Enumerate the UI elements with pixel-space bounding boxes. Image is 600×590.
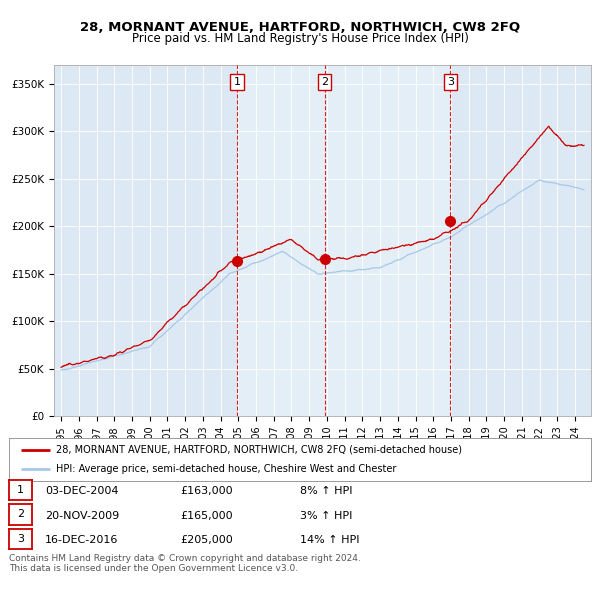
Text: 03-DEC-2004: 03-DEC-2004 bbox=[45, 486, 119, 496]
Text: 20-NOV-2009: 20-NOV-2009 bbox=[45, 511, 119, 520]
Text: Price paid vs. HM Land Registry's House Price Index (HPI): Price paid vs. HM Land Registry's House … bbox=[131, 32, 469, 45]
Text: £163,000: £163,000 bbox=[180, 486, 233, 496]
Text: £205,000: £205,000 bbox=[180, 536, 233, 545]
Text: Contains HM Land Registry data © Crown copyright and database right 2024.: Contains HM Land Registry data © Crown c… bbox=[9, 554, 361, 563]
Text: This data is licensed under the Open Government Licence v3.0.: This data is licensed under the Open Gov… bbox=[9, 565, 298, 573]
Text: 3: 3 bbox=[17, 535, 24, 544]
Text: 8% ↑ HPI: 8% ↑ HPI bbox=[300, 486, 353, 496]
Text: 16-DEC-2016: 16-DEC-2016 bbox=[45, 536, 118, 545]
Text: 1: 1 bbox=[17, 485, 24, 494]
Text: HPI: Average price, semi-detached house, Cheshire West and Chester: HPI: Average price, semi-detached house,… bbox=[56, 464, 396, 474]
Bar bbox=[237, 65, 325, 416]
Text: 1: 1 bbox=[233, 77, 241, 87]
Text: 14% ↑ HPI: 14% ↑ HPI bbox=[300, 536, 359, 545]
Text: 2: 2 bbox=[321, 77, 328, 87]
Text: 3: 3 bbox=[447, 77, 454, 87]
Text: 3% ↑ HPI: 3% ↑ HPI bbox=[300, 511, 352, 520]
Text: 28, MORNANT AVENUE, HARTFORD, NORTHWICH, CW8 2FQ (semi-detached house): 28, MORNANT AVENUE, HARTFORD, NORTHWICH,… bbox=[56, 445, 461, 455]
Text: 28, MORNANT AVENUE, HARTFORD, NORTHWICH, CW8 2FQ: 28, MORNANT AVENUE, HARTFORD, NORTHWICH,… bbox=[80, 21, 520, 34]
Text: £165,000: £165,000 bbox=[180, 511, 233, 520]
Text: 2: 2 bbox=[17, 510, 24, 519]
Bar bbox=[325, 65, 450, 416]
